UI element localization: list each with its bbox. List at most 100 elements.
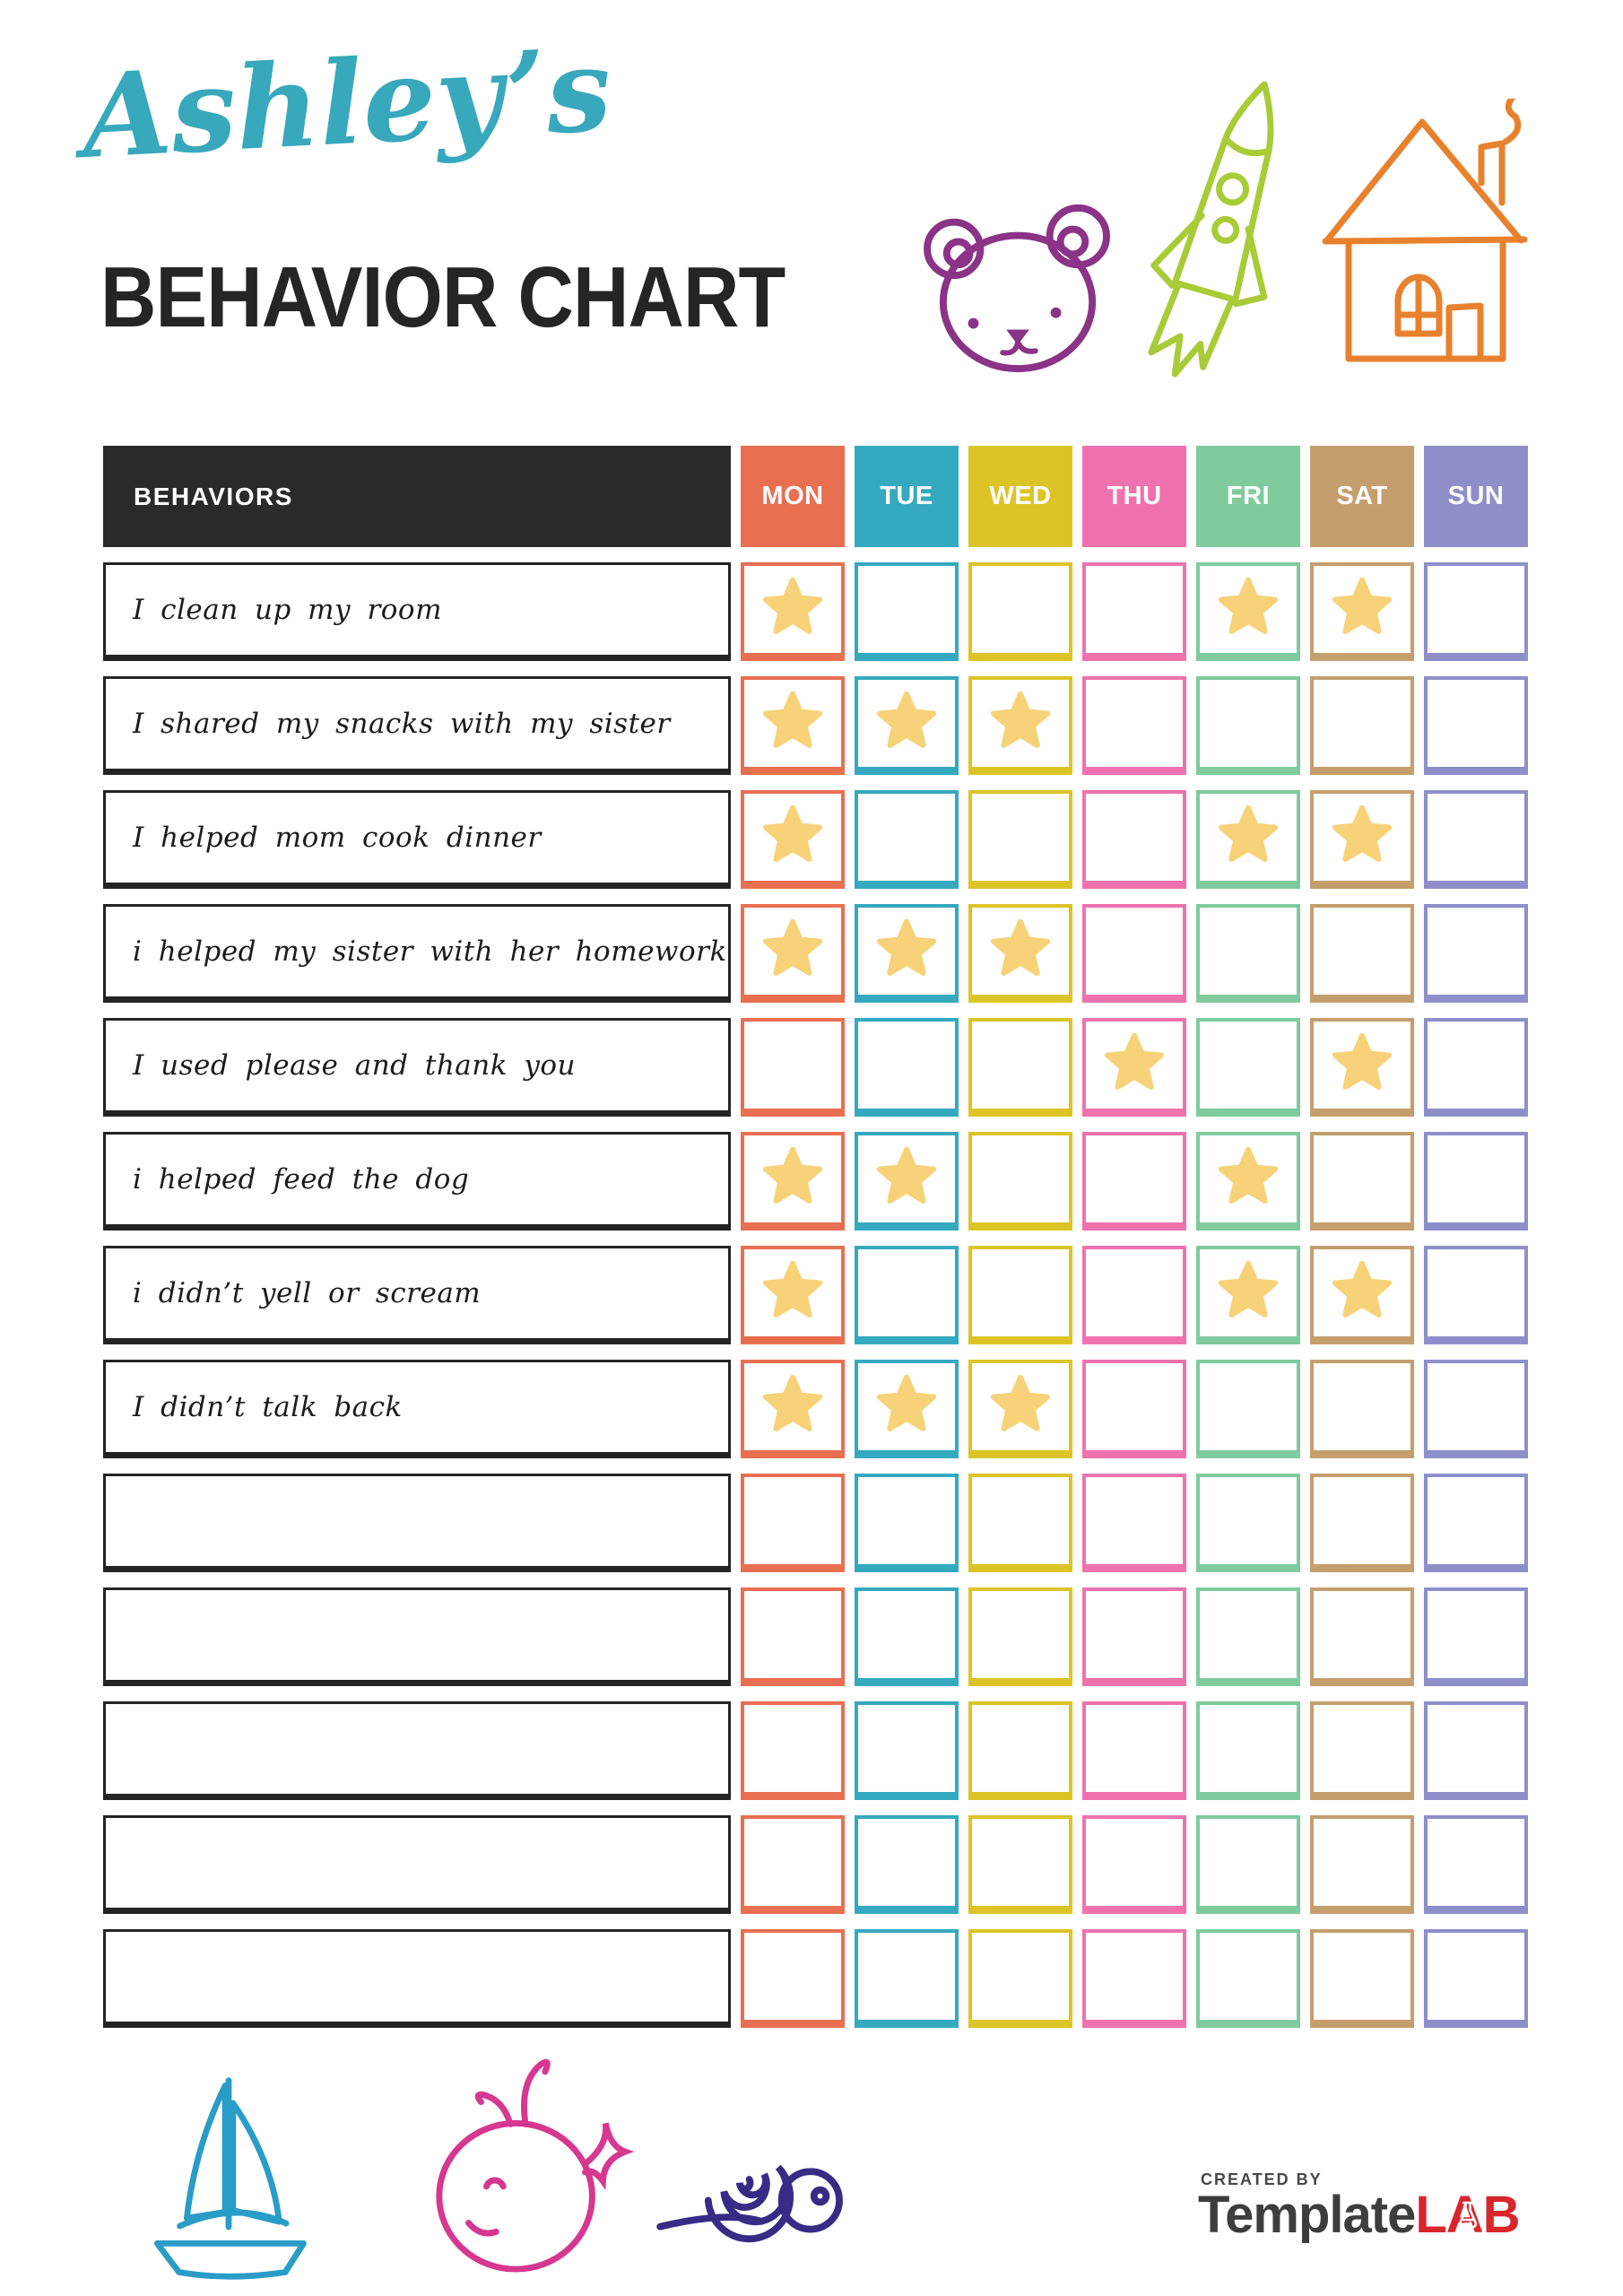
chart-cell-sat bbox=[1310, 562, 1414, 661]
chart-cell-sat bbox=[1310, 1360, 1414, 1458]
behavior-label: i helped my sister with her homework bbox=[103, 904, 731, 1003]
behavior-label: I didn’t talk back bbox=[103, 1360, 731, 1458]
chart-cell-mon bbox=[741, 790, 845, 889]
star-icon bbox=[876, 1146, 937, 1204]
chart-cell-mon bbox=[741, 1701, 845, 1800]
chart-cell-thu bbox=[1082, 1929, 1186, 2028]
chart-cell-fri bbox=[1196, 1132, 1300, 1231]
day-header-mon: MON bbox=[741, 446, 845, 547]
chart-cell-fri bbox=[1196, 1815, 1300, 1914]
chart-cell-fri bbox=[1196, 1701, 1300, 1800]
chart-cell-fri bbox=[1196, 1018, 1300, 1117]
chart-cell-sun bbox=[1424, 676, 1528, 775]
chart-cell-wed bbox=[968, 1587, 1072, 1686]
star-icon bbox=[876, 918, 937, 976]
sailboat-icon bbox=[153, 2077, 307, 2280]
chart-cell-thu bbox=[1082, 790, 1186, 889]
chart-cell-wed bbox=[968, 1132, 1072, 1231]
chart-cell-sun bbox=[1424, 1701, 1528, 1800]
chart-cell-sat bbox=[1310, 790, 1414, 889]
behavior-label: I used please and thank you bbox=[103, 1018, 731, 1117]
chart-cell-sun bbox=[1424, 1587, 1528, 1686]
chart-cell-sat bbox=[1310, 1018, 1414, 1117]
chart-cell-sun bbox=[1424, 790, 1528, 889]
chart-cell-fri bbox=[1196, 1587, 1300, 1686]
chart-cell-thu bbox=[1082, 1132, 1186, 1231]
chart-cell-thu bbox=[1082, 1018, 1186, 1117]
behavior-label bbox=[103, 1815, 731, 1914]
chart-cell-sat bbox=[1310, 676, 1414, 775]
created-by-label: CREATED BY bbox=[1201, 2170, 1323, 2188]
chart-cell-sun bbox=[1424, 1929, 1528, 2028]
chart-cell-mon bbox=[741, 676, 845, 775]
chart-cell-tue bbox=[855, 1246, 959, 1344]
star-icon bbox=[762, 577, 823, 634]
star-icon bbox=[1332, 804, 1393, 862]
behavior-label: I helped mom cook dinner bbox=[103, 790, 731, 889]
chart-cell-sat bbox=[1310, 1246, 1414, 1344]
chart-cell-sun bbox=[1424, 1132, 1528, 1231]
star-icon bbox=[762, 1260, 823, 1318]
brand-name: TemplateLAB bbox=[1198, 2186, 1521, 2244]
chart-cell-thu bbox=[1082, 1701, 1186, 1800]
chart-cell-sat bbox=[1310, 1701, 1414, 1800]
chart-cell-tue bbox=[855, 1360, 959, 1458]
chart-cell-wed bbox=[968, 1018, 1072, 1117]
whale-icon bbox=[436, 2058, 635, 2273]
chart-cell-tue bbox=[855, 676, 959, 775]
house-icon bbox=[1322, 99, 1528, 362]
brand-lab: LAB bbox=[1415, 2186, 1520, 2244]
child-name-title: Ashley’s bbox=[79, 22, 615, 185]
chart-cell-mon bbox=[741, 1018, 845, 1117]
star-icon bbox=[762, 1374, 823, 1431]
snail-icon bbox=[656, 2164, 843, 2243]
chart-cell-tue bbox=[855, 904, 959, 1003]
chart-cell-mon bbox=[741, 1815, 845, 1914]
chart-cell-wed bbox=[968, 790, 1072, 889]
day-header-sun: SUN bbox=[1424, 446, 1528, 547]
chart-cell-sat bbox=[1310, 1929, 1414, 2028]
star-icon bbox=[876, 691, 937, 748]
chart-cell-wed bbox=[968, 1815, 1072, 1914]
chart-cell-thu bbox=[1082, 904, 1186, 1003]
star-icon bbox=[1332, 1260, 1393, 1318]
chart-cell-thu bbox=[1082, 1815, 1186, 1914]
chart-cell-thu bbox=[1082, 1360, 1186, 1458]
chart-cell-sat bbox=[1310, 1132, 1414, 1231]
chart-cell-wed bbox=[968, 1474, 1072, 1572]
chart-cell-thu bbox=[1082, 1587, 1186, 1686]
chart-cell-tue bbox=[855, 1815, 959, 1914]
star-icon bbox=[762, 691, 823, 748]
star-icon bbox=[990, 691, 1051, 748]
star-icon bbox=[1332, 1032, 1393, 1090]
chart-cell-tue bbox=[855, 790, 959, 889]
chart-cell-thu bbox=[1082, 676, 1186, 775]
chart-cell-wed bbox=[968, 1360, 1072, 1458]
bear-icon bbox=[924, 204, 1110, 373]
star-icon bbox=[1104, 1032, 1165, 1090]
chart-cell-sun bbox=[1424, 1018, 1528, 1117]
chart-cell-sun bbox=[1424, 562, 1528, 661]
page-title: BEHAVIOR CHART bbox=[100, 249, 785, 345]
templatelab-logo: CREATED BY TemplateLAB bbox=[1198, 2170, 1521, 2244]
chart-cell-fri bbox=[1196, 1246, 1300, 1344]
behavior-label bbox=[103, 1929, 731, 2028]
chart-cell-tue bbox=[855, 1132, 959, 1231]
chart-cell-tue bbox=[855, 1929, 959, 2028]
chart-cell-tue bbox=[855, 1474, 959, 1572]
chart-cell-mon bbox=[741, 1929, 845, 2028]
star-icon bbox=[1218, 577, 1279, 634]
chart-cell-thu bbox=[1082, 1474, 1186, 1572]
behavior-label bbox=[103, 1474, 731, 1572]
behavior-chart: BEHAVIORS MON TUE WED THU FRI SAT SUN I clean u… bbox=[103, 446, 1528, 2028]
behavior-label: i didn’t yell or scream bbox=[103, 1246, 731, 1344]
chart-cell-sun bbox=[1424, 1474, 1528, 1572]
day-header-fri: FRI bbox=[1196, 446, 1300, 547]
chart-cell-fri bbox=[1196, 676, 1300, 775]
chart-cell-wed bbox=[968, 904, 1072, 1003]
chart-cell-sat bbox=[1310, 1474, 1414, 1572]
behavior-label bbox=[103, 1701, 731, 1800]
day-header-thu: THU bbox=[1082, 446, 1186, 547]
behavior-label: I clean up my room bbox=[103, 562, 731, 661]
